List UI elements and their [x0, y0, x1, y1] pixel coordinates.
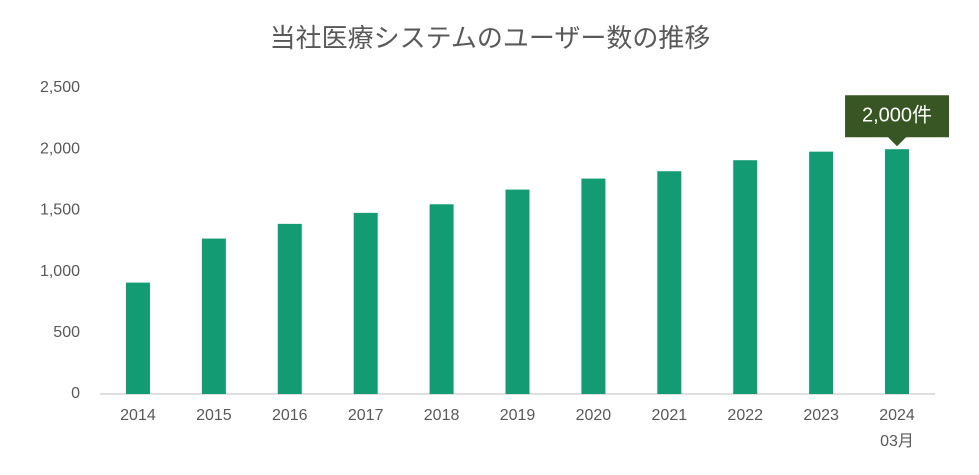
x-tick-label: 2019 [500, 407, 536, 424]
y-tick-label: 1,500 [40, 202, 80, 219]
bar [277, 223, 302, 394]
x-tick-label: 2015 [196, 407, 232, 424]
bar [733, 160, 758, 394]
bar [657, 171, 682, 394]
x-tick-label: 2023 [803, 407, 839, 424]
chart-title: 当社医療システムのユーザー数の推移 [270, 23, 711, 53]
x-tick-label: 2016 [272, 407, 308, 424]
x-tick-label: 2020 [576, 407, 612, 424]
bar [201, 238, 226, 394]
x-tick-label: 2018 [424, 407, 460, 424]
x-tick-label: 2017 [348, 407, 384, 424]
bar [429, 204, 454, 394]
value-label-box [845, 95, 950, 147]
bar [809, 151, 834, 394]
value-label: 2,000件 [862, 103, 932, 126]
x-tick-label: 2014 [120, 407, 156, 424]
y-tick-label: 2,000 [40, 140, 80, 157]
x-tick-label: 2024 03月 [879, 407, 915, 450]
y-tick-label: 500 [53, 324, 80, 341]
bar [581, 178, 606, 394]
x-tick-label: 2022 [727, 407, 763, 424]
bar [505, 189, 530, 394]
bar [885, 149, 910, 394]
bar [353, 212, 378, 394]
y-tick-label: 2,500 [40, 79, 80, 96]
y-tick-label: 1,000 [40, 263, 80, 280]
y-tick-label: 0 [71, 385, 80, 402]
x-tick-label: 2021 [652, 407, 688, 424]
bar [125, 282, 150, 394]
